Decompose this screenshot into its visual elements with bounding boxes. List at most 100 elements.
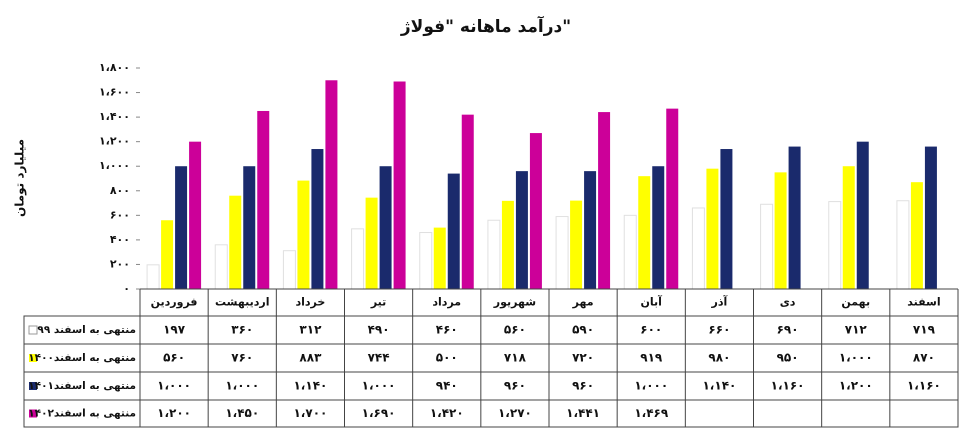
bar (146, 264, 160, 290)
x-tick-label: آبان (641, 295, 663, 309)
bar (214, 244, 228, 290)
table-value: ۸۷۰ (913, 351, 935, 365)
bar (598, 112, 611, 289)
legend-swatch (29, 382, 37, 390)
table-value: ۶۹۰ (777, 323, 799, 337)
bar (555, 216, 569, 290)
table-value: ۱،۰۰۰ (157, 379, 191, 393)
bar (365, 197, 378, 289)
table-value: ۷۱۸ (504, 351, 527, 365)
chart-title: درآمد ماهانه "فولاژ" (400, 15, 571, 37)
bar (652, 166, 665, 289)
table-value: ۱،۶۹۰ (362, 406, 396, 420)
table-value: ۶۰۰ (640, 323, 662, 337)
bar (910, 182, 923, 289)
table-value: ۱،۲۷۰ (498, 406, 532, 420)
bar (487, 219, 501, 290)
bar (828, 201, 842, 290)
table-value: ۷۴۴ (368, 351, 390, 365)
y-tick-label: ۴۰۰ (110, 233, 130, 246)
bar (691, 207, 705, 290)
x-tick-label: فروردین (151, 296, 198, 309)
bar (243, 166, 256, 289)
bar (529, 133, 542, 289)
bar (282, 250, 296, 290)
legend-swatch (29, 409, 37, 418)
table-value: ۱،۰۰۰ (839, 351, 873, 365)
table-value: ۸۸۳ (299, 351, 322, 365)
bar (161, 220, 174, 289)
table-value: ۱،۷۰۰ (293, 406, 327, 420)
table-value: ۱۹۷ (163, 323, 186, 337)
legend-swatch (29, 354, 37, 362)
table-value: ۹۴۰ (436, 379, 458, 393)
legend-swatch (28, 325, 38, 335)
bar (419, 232, 433, 290)
table-value: ۷۱۲ (845, 323, 868, 337)
table-value: ۹۶۰ (572, 379, 594, 393)
x-tick-label: مرداد (432, 296, 461, 309)
table-value: ۹۸۰ (708, 351, 730, 365)
bar (788, 146, 801, 289)
x-tick-label: دی (780, 296, 796, 309)
table-value: ۱،۴۵۰ (225, 406, 259, 420)
table-value: ۷۶۰ (231, 351, 253, 365)
bar (924, 146, 937, 289)
table-value: ۱،۱۶۰ (771, 379, 805, 393)
table-value: ۵۶۰ (504, 323, 526, 337)
table-value: ۵۹۰ (572, 323, 594, 337)
bar (257, 110, 270, 289)
x-tick-label: اسفند (907, 296, 940, 309)
legend-label: منتهی به اسفند۱۴۰۱ (28, 380, 136, 392)
bar (461, 114, 474, 290)
table-value: ۱،۴۶۹ (634, 406, 669, 420)
x-tick-label: بهمن (841, 296, 870, 309)
table-value: ۹۶۰ (504, 379, 526, 393)
bar (856, 141, 869, 289)
bar (720, 149, 733, 289)
table-value: ۱،۴۴۱ (566, 406, 600, 420)
x-tick-label: مهر (572, 296, 594, 309)
y-tick-label: ۸۰۰ (110, 184, 130, 197)
bar (760, 203, 774, 290)
table-value: ۱،۱۶۰ (907, 379, 941, 393)
table-value: ۱،۴۲۰ (430, 406, 464, 420)
table-value: ۶۶۰ (708, 323, 730, 337)
y-tick-label: ۱،۸۰۰ (99, 61, 130, 74)
bar (311, 149, 324, 289)
bar (774, 172, 787, 289)
bar (447, 173, 460, 289)
table-value: ۴۹۰ (368, 323, 390, 337)
bar (584, 171, 597, 289)
table-value: ۵۰۰ (436, 351, 458, 365)
legend-label: منتهی به اسفند ۹۹ (37, 324, 136, 336)
bar (570, 200, 583, 289)
table-value: ۱،۲۰۰ (839, 379, 873, 393)
legend-label: منتهی به اسفند۱۴۰۰ (28, 352, 136, 364)
x-tick-label: تیر (370, 296, 386, 309)
y-tick-label: ۱،۲۰۰ (99, 135, 130, 148)
bar (638, 176, 651, 289)
table-value: ۴۶۰ (436, 323, 458, 337)
bar (175, 166, 188, 289)
table-value: ۳۱۲ (299, 323, 322, 337)
bar (896, 200, 910, 290)
table-value: ۹۵۰ (777, 351, 799, 365)
y-tick-label: ۰ (123, 282, 130, 295)
table-value: ۱،۰۰۰ (634, 379, 668, 393)
bar (706, 168, 719, 289)
table-value: ۱،۲۰۰ (157, 406, 191, 420)
table-value: ۱،۰۰۰ (225, 379, 259, 393)
y-tick-label: ۱،۶۰۰ (99, 86, 130, 99)
y-axis-label: میلیارد تومان (13, 139, 28, 217)
bar (666, 108, 679, 290)
table-value: ۱،۱۴۰ (702, 379, 736, 393)
bar (189, 141, 202, 289)
x-tick-label: اردیبهشت (215, 296, 269, 309)
bar (501, 200, 514, 289)
y-tick-label: ۲۰۰ (110, 257, 130, 270)
bar (433, 227, 446, 289)
table-value: ۱،۱۴۰ (293, 379, 327, 393)
